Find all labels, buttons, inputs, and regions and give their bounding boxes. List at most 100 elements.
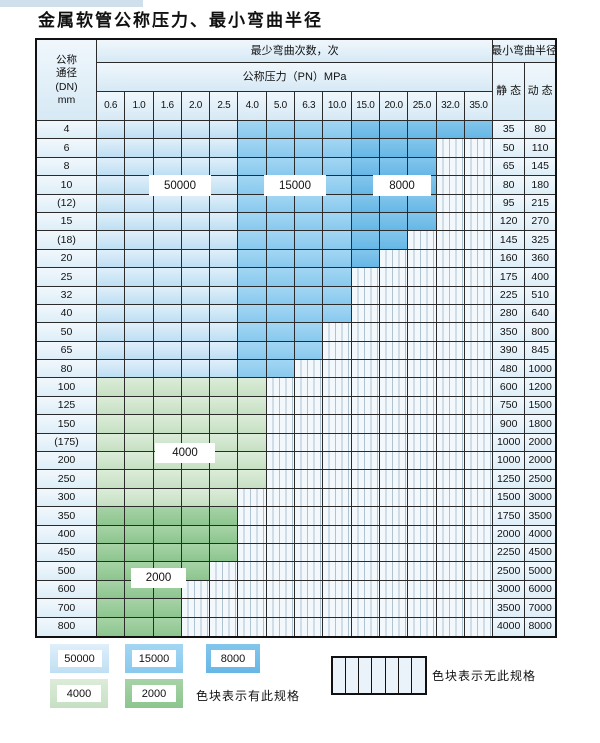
no-spec-cell [436, 194, 465, 213]
no-spec-cell [408, 304, 437, 324]
no-spec-cell [464, 599, 494, 618]
no-spec-cell [464, 323, 494, 342]
pressure-spec-cell [266, 194, 296, 213]
pressure-spec-cell [97, 543, 126, 563]
no-spec-cell [351, 543, 380, 563]
no-spec-cell [323, 599, 352, 618]
top-strip [0, 0, 143, 7]
no-spec-cell [266, 433, 296, 453]
legend-swatch: 15000 [125, 644, 183, 673]
pressure-spec-cell [97, 599, 126, 618]
no-spec-sample-cell [359, 658, 373, 693]
pressure-spec-cell [153, 378, 182, 397]
no-spec-cell [436, 488, 465, 508]
no-spec-cell [295, 415, 324, 434]
no-spec-cell [464, 415, 494, 434]
pressure-spec-cell [125, 194, 154, 213]
no-spec-cell [379, 562, 409, 581]
dn-cell: 500 [37, 562, 97, 581]
cycles-overlay-label: 50000 [149, 175, 211, 196]
corner-header-line: 通径 [56, 67, 77, 79]
pressure-spec-cell [125, 543, 154, 563]
pressure-spec-cell [266, 249, 296, 269]
pressure-spec-cell [266, 341, 296, 361]
pressure-tick: 10.0 [323, 92, 352, 121]
pressure-spec-cell [351, 157, 380, 177]
cycles-overlay-label: 2000 [131, 568, 186, 588]
pressure-spec-cell [125, 157, 154, 177]
dynamic-value-cell: 510 [525, 286, 556, 305]
legend-swatch-label: 50000 [57, 650, 102, 667]
dynamic-value-cell: 1800 [525, 415, 556, 434]
pressure-tick: 1.6 [153, 92, 182, 121]
no-spec-cell [379, 580, 409, 600]
no-spec-cell [464, 470, 494, 489]
pressure-spec-cell [266, 139, 296, 158]
pressure-spec-cell [153, 617, 182, 636]
static-value-cell: 145 [493, 231, 526, 250]
pressure-spec-cell [210, 249, 239, 269]
no-spec-cell [379, 341, 409, 361]
pressure-spec-cell [295, 139, 324, 158]
pressure-spec-cell [210, 341, 239, 361]
no-spec-cell [238, 488, 267, 508]
no-spec-cell [351, 378, 380, 397]
pressure-spec-cell [238, 286, 267, 305]
no-spec-cell [379, 617, 409, 636]
no-spec-cell [295, 378, 324, 397]
no-spec-cell [351, 470, 380, 489]
dynamic-value-cell: 4500 [525, 543, 556, 563]
no-spec-cell [408, 341, 437, 361]
static-value-cell: 2500 [493, 562, 526, 581]
pressure-spec-cell [181, 194, 211, 213]
no-spec-sample-cell [372, 658, 386, 693]
pressure-spec-cell [210, 121, 239, 140]
legend-no-spec-text: 色块表示无此规格 [432, 669, 537, 683]
no-spec-cell [379, 378, 409, 397]
no-spec-cell [351, 617, 380, 636]
no-spec-cell [408, 507, 437, 526]
static-value-cell: 900 [493, 415, 526, 434]
pressure-spec-cell [181, 323, 211, 342]
dynamic-value-cell: 1500 [525, 396, 556, 416]
pressure-spec-cell [181, 249, 211, 269]
no-spec-cell [464, 249, 494, 269]
dynamic-value-cell: 360 [525, 249, 556, 269]
pressure-spec-cell [210, 396, 239, 416]
corner-header-line: 公称 [56, 53, 77, 66]
pressure-spec-cell [238, 176, 267, 195]
pressure-spec-cell [97, 433, 126, 453]
no-spec-cell [464, 396, 494, 416]
no-spec-cell [351, 360, 380, 379]
page-title: 金属软管公称压力、最小弯曲半径 [38, 11, 323, 31]
pressure-spec-cell [97, 396, 126, 416]
no-spec-cell [408, 396, 437, 416]
pressure-spec-cell [181, 396, 211, 416]
no-spec-sample-cell [398, 658, 412, 693]
static-value-cell: 50 [493, 139, 526, 158]
no-spec-cell [295, 543, 324, 563]
no-spec-cell [238, 617, 267, 636]
dn-cell: 600 [37, 580, 97, 600]
pressure-spec-cell [408, 212, 437, 232]
no-spec-cell [210, 580, 239, 600]
no-spec-cell [464, 212, 494, 232]
pressure-spec-cell [408, 121, 437, 140]
pressure-spec-cell [238, 341, 267, 361]
pressure-spec-cell [238, 231, 267, 250]
no-spec-cell [295, 488, 324, 508]
pressure-spec-cell [97, 360, 126, 379]
pressure-spec-cell [323, 194, 352, 213]
pressure-spec-cell [153, 304, 182, 324]
pressure-spec-cell [351, 249, 380, 269]
no-spec-cell [266, 543, 296, 563]
pressure-spec-cell [97, 341, 126, 361]
pressure-spec-cell [295, 268, 324, 287]
dynamic-value-cell: 2000 [525, 433, 556, 453]
no-spec-cell [323, 433, 352, 453]
static-value-cell: 600 [493, 378, 526, 397]
no-spec-cell [436, 231, 465, 250]
radius-header: 最小弯曲半径 [493, 40, 556, 63]
pressure-spec-cell [210, 543, 239, 563]
dynamic-header: 动 态 [525, 63, 556, 121]
